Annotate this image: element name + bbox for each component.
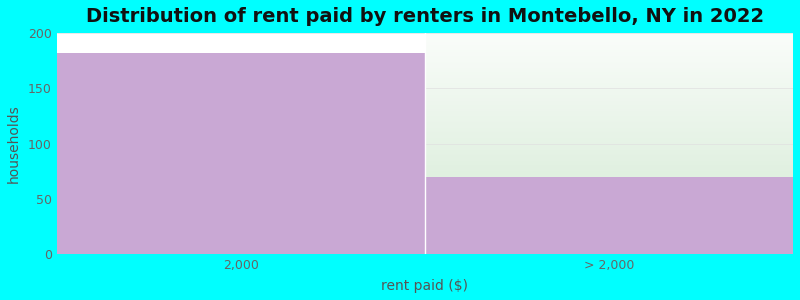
Y-axis label: households: households: [7, 104, 21, 183]
Title: Distribution of rent paid by renters in Montebello, NY in 2022: Distribution of rent paid by renters in …: [86, 7, 764, 26]
X-axis label: rent paid ($): rent paid ($): [382, 279, 468, 293]
